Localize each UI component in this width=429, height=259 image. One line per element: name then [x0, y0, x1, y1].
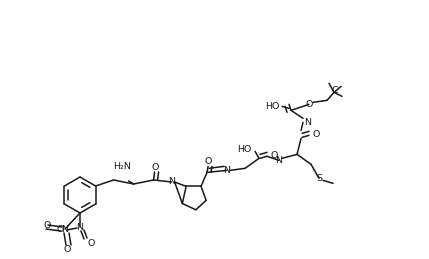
Text: O: O	[87, 239, 94, 248]
Text: HO: HO	[237, 145, 251, 154]
Text: N: N	[61, 225, 69, 234]
Text: O: O	[57, 226, 64, 234]
Text: N: N	[224, 166, 230, 175]
Text: O: O	[43, 220, 51, 229]
Text: H₂N: H₂N	[113, 162, 130, 171]
Text: O: O	[63, 244, 71, 254]
Text: O: O	[204, 157, 212, 166]
Text: HO: HO	[265, 102, 279, 111]
Text: C: C	[332, 86, 338, 95]
Text: O: O	[270, 151, 278, 160]
Text: O: O	[305, 100, 313, 109]
Text: N: N	[76, 222, 84, 232]
Text: O: O	[312, 130, 320, 139]
Text: O: O	[152, 162, 159, 171]
Text: N: N	[304, 118, 311, 127]
Text: S: S	[316, 174, 322, 183]
Text: N: N	[168, 177, 175, 186]
Text: N: N	[275, 156, 283, 165]
